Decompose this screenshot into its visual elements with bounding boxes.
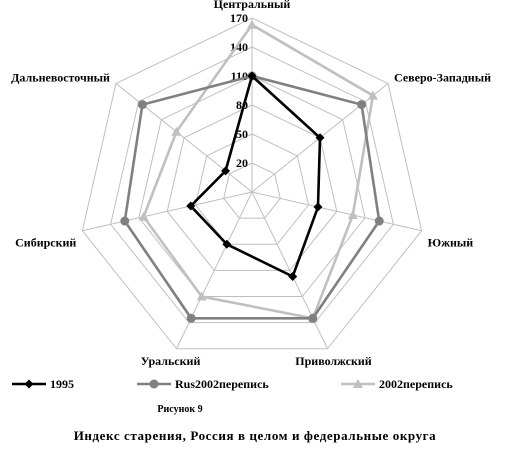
data-point	[196, 291, 207, 301]
radar-spoke	[176, 191, 253, 349]
data-point	[120, 216, 130, 226]
legend-marker	[353, 379, 363, 388]
tick-label: 20	[236, 156, 248, 170]
radar-spoke	[251, 191, 422, 232]
legend-label: 2002перепись	[379, 377, 453, 391]
grid-ring	[138, 75, 366, 298]
chart-caption: Индекс старения, Россия в целом и федера…	[73, 428, 437, 443]
category-label: Приволжский	[295, 354, 372, 368]
grid-ring	[194, 133, 310, 245]
category-label: Южный	[428, 236, 474, 250]
data-point	[137, 100, 147, 110]
data-point	[247, 19, 257, 29]
grid-ring	[166, 104, 338, 271]
radar-spoke	[251, 191, 328, 349]
legend-marker	[149, 379, 159, 389]
data-point	[313, 202, 323, 212]
tick-label: 170	[230, 11, 248, 25]
data-point	[374, 216, 384, 226]
series-line	[188, 73, 322, 279]
legend-label: Rus2002перепись	[175, 377, 269, 391]
grid-ring	[223, 162, 281, 219]
category-label: Центральный	[214, 0, 291, 11]
data-point	[138, 211, 149, 221]
data-point	[171, 126, 182, 136]
figure-label: Рисунок 9	[157, 404, 203, 415]
radar-spoke	[82, 191, 253, 232]
data-point	[308, 313, 318, 323]
data-point	[221, 166, 231, 176]
data-point	[357, 100, 367, 110]
data-point	[347, 210, 358, 220]
data-point	[288, 271, 298, 281]
grid-ring	[110, 46, 394, 324]
data-point	[222, 239, 232, 249]
category-label: Уральский	[141, 354, 201, 368]
legend-label: 1995	[50, 377, 74, 391]
series-line	[123, 74, 381, 320]
series-line	[142, 23, 375, 320]
legend-marker	[24, 379, 34, 389]
radar-spoke	[115, 83, 253, 193]
data-point	[367, 90, 378, 100]
data-point	[315, 133, 325, 143]
tick-label: 50	[236, 127, 248, 141]
category-label: Северо-Западный	[394, 71, 491, 85]
category-label: Дальневосточный	[11, 71, 110, 85]
data-point	[186, 201, 196, 211]
category-label: Сибирский	[15, 236, 76, 250]
grid-ring	[81, 17, 423, 350]
data-point	[186, 313, 196, 323]
data-point	[247, 71, 257, 81]
